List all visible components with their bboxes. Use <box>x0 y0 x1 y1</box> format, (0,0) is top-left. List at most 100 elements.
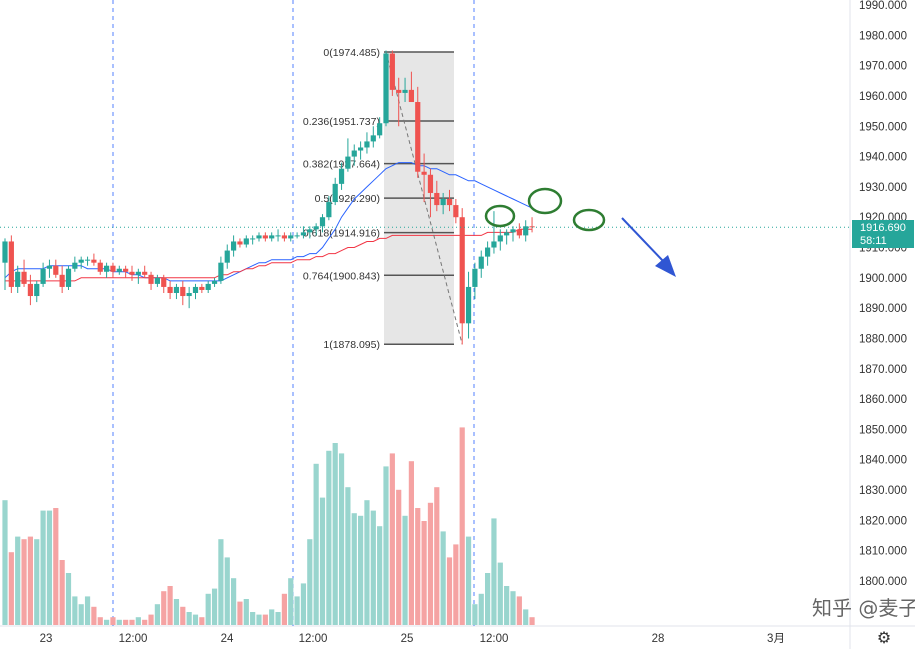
gear-icon[interactable]: ⚙ <box>876 628 892 647</box>
candle-body-79[interactable] <box>504 232 510 236</box>
candle-body-81[interactable] <box>516 229 522 236</box>
candle-body-51[interactable] <box>326 202 332 218</box>
candle-body-78[interactable] <box>497 235 503 242</box>
candle-body-30[interactable] <box>192 286 199 293</box>
candle-body-36[interactable] <box>231 241 237 251</box>
volume-bar-26 <box>167 586 173 625</box>
candle-body-58[interactable] <box>370 135 376 142</box>
candle-body-31[interactable] <box>199 286 205 290</box>
candle-body-35[interactable] <box>224 250 230 263</box>
candle-body-11[interactable] <box>72 262 78 269</box>
candle-body-17[interactable] <box>110 265 116 272</box>
candle-body-66[interactable] <box>421 171 427 175</box>
candle-body-18[interactable] <box>116 268 122 272</box>
candle-body-0[interactable] <box>2 241 8 263</box>
candle-body-33[interactable] <box>211 280 218 284</box>
candle-body-7[interactable] <box>46 265 53 269</box>
candle-body-39[interactable] <box>250 238 256 240</box>
candle-body-69[interactable] <box>440 199 446 206</box>
candle-body-15[interactable] <box>97 262 103 272</box>
volume-bar-2 <box>15 536 21 625</box>
candle-body-59[interactable] <box>377 123 383 136</box>
candle-body-55[interactable] <box>351 150 357 157</box>
candle-body-19[interactable] <box>123 268 129 272</box>
volume-bar-63 <box>402 515 408 625</box>
candle-body-8[interactable] <box>53 265 59 275</box>
volume-bar-67 <box>427 502 434 625</box>
candle-body-72[interactable] <box>459 217 465 324</box>
candle-body-64[interactable] <box>408 89 414 103</box>
candle-body-62[interactable] <box>396 89 402 93</box>
candle-body-42[interactable] <box>269 235 275 239</box>
candle-body-22[interactable] <box>142 271 148 275</box>
candle-body-43[interactable] <box>275 235 281 237</box>
candle-body-48[interactable] <box>307 229 313 233</box>
candle-body-67[interactable] <box>427 174 434 193</box>
candle-body-74[interactable] <box>472 268 478 287</box>
candle-body-57[interactable] <box>364 141 370 148</box>
candle-body-24[interactable] <box>154 277 160 284</box>
annotation-circle-1[interactable] <box>527 187 563 215</box>
y-axis-tick-label-18: 1810.000 <box>859 546 907 558</box>
candle-body-45[interactable] <box>288 235 294 239</box>
candle-body-9[interactable] <box>59 274 65 287</box>
candle-body-29[interactable] <box>186 293 192 297</box>
annotation-arrow-head[interactable] <box>655 255 676 277</box>
candle-body-32[interactable] <box>205 283 211 290</box>
candle-body-77[interactable] <box>491 241 497 248</box>
candle-body-26[interactable] <box>167 286 173 293</box>
candle-body-2[interactable] <box>15 271 21 287</box>
y-axis-tick-label-12: 1870.000 <box>859 364 907 376</box>
candle-body-68[interactable] <box>434 192 440 206</box>
candle-body-4[interactable] <box>27 283 33 297</box>
candle-body-50[interactable] <box>319 217 326 227</box>
candle-body-16[interactable] <box>104 265 110 272</box>
candle-body-21[interactable] <box>135 271 141 275</box>
candle-body-65[interactable] <box>415 102 421 172</box>
candle-body-82[interactable] <box>523 226 529 236</box>
candle-body-14[interactable] <box>91 259 97 263</box>
candle-body-5[interactable] <box>34 283 40 297</box>
candle-body-12[interactable] <box>78 259 84 263</box>
candle-body-46[interactable] <box>294 235 300 237</box>
candle-body-49[interactable] <box>313 226 319 230</box>
volume-bar-12 <box>78 604 84 625</box>
candle-body-60[interactable] <box>383 53 389 124</box>
volume-bar-35 <box>224 557 230 625</box>
candle-body-27[interactable] <box>173 286 180 293</box>
candle-body-28[interactable] <box>180 286 186 297</box>
candle-body-37[interactable] <box>237 241 243 245</box>
candle-body-23[interactable] <box>148 274 154 284</box>
candle-body-76[interactable] <box>485 247 491 257</box>
candle-body-34[interactable] <box>218 262 224 281</box>
candle-body-1[interactable] <box>8 241 14 287</box>
candle-body-25[interactable] <box>161 277 167 287</box>
candle-body-13[interactable] <box>84 259 91 261</box>
candle-body-73[interactable] <box>465 286 472 324</box>
candle-body-56[interactable] <box>358 147 364 151</box>
candle-body-53[interactable] <box>338 168 345 184</box>
candle-body-40[interactable] <box>256 235 262 239</box>
annotation-circle-0[interactable] <box>484 204 516 228</box>
candle-body-54[interactable] <box>345 156 351 169</box>
candle-body-3[interactable] <box>21 271 27 284</box>
candle-body-80[interactable] <box>510 229 516 233</box>
current-price-label: 1916.690 58:11 <box>852 220 914 248</box>
annotation-arrow-line[interactable] <box>621 217 665 263</box>
candle-body-41[interactable] <box>262 235 268 239</box>
candle-body-61[interactable] <box>389 53 395 90</box>
annotation-circle-2[interactable] <box>572 208 606 232</box>
candle-body-63[interactable] <box>402 89 408 93</box>
candle-body-6[interactable] <box>40 268 46 284</box>
candle-body-10[interactable] <box>65 268 72 287</box>
candle-body-75[interactable] <box>478 256 484 269</box>
candle-body-38[interactable] <box>243 238 249 245</box>
candle-body-47[interactable] <box>300 232 307 236</box>
candle-body-52[interactable] <box>332 183 338 203</box>
candle-body-20[interactable] <box>129 271 135 275</box>
candle-body-70[interactable] <box>446 199 453 206</box>
candle-body-44[interactable] <box>281 235 287 239</box>
candle-body-71[interactable] <box>453 205 459 218</box>
